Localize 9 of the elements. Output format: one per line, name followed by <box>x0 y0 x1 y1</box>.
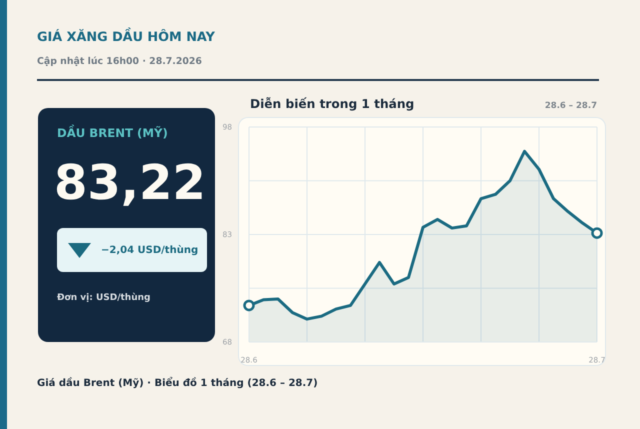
text: GIÁ XĂNG DẦU HÔM NAY <box>37 30 215 45</box>
text: Diễn biến trong 1 tháng <box>250 97 414 111</box>
text: DẦU BRENT (MỸ) <box>57 126 168 140</box>
text: 28.6 – 28.7 <box>544 101 597 111</box>
text: 83,22 <box>54 155 206 211</box>
text: Cập nhật lúc 16h00 · 28.7.2026 <box>37 56 202 67</box>
text: Giá dầu Brent (Mỹ) · Biểu đồ 1 tháng (28.6 – 28.7) <box>37 378 318 389</box>
text: Đơn vị: USD/thùng <box>57 293 150 303</box>
text: −2,04 USD/thùng <box>101 245 198 256</box>
